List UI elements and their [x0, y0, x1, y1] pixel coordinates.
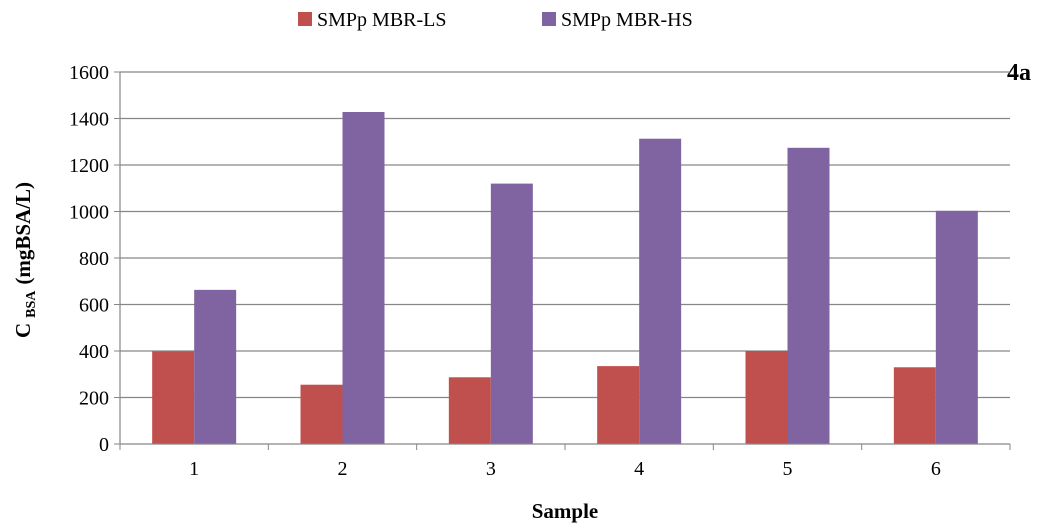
panel-label: 4a	[1007, 60, 1031, 86]
bars	[152, 111, 978, 445]
y-axis-title-subscript: BSA	[24, 290, 39, 318]
legend-label-ls: SMPp MBR-LS	[317, 9, 447, 31]
bar-hs-sample-2	[342, 111, 385, 445]
gridlines	[114, 71, 1010, 445]
x-tick-labels: 1 2 3 4 5 6	[189, 458, 941, 480]
x-axis-title: Sample	[532, 499, 599, 523]
bar-hs-sample-5	[787, 147, 830, 445]
bar-ls-sample-4	[597, 366, 640, 444]
bar-ls-sample-5	[745, 351, 788, 444]
axes	[119, 72, 1011, 450]
x-tick-label: 3	[486, 458, 496, 480]
bar-ls-sample-2	[300, 384, 343, 444]
y-axis-title-main: C	[11, 323, 35, 338]
bar-hs-sample-1	[194, 289, 237, 444]
y-tick-label: 600	[79, 295, 109, 317]
x-tick-label: 1	[189, 458, 199, 480]
legend: SMPp MBR-LS SMPp MBR-HS	[298, 9, 693, 31]
legend-swatch-ls	[298, 12, 312, 26]
bar-hs-sample-4	[639, 138, 682, 445]
legend-swatch-hs	[542, 12, 556, 26]
bar-ls-sample-6	[893, 367, 936, 444]
x-tick-label: 6	[931, 458, 941, 480]
y-tick-label: 1000	[69, 202, 109, 224]
bar-hs-sample-3	[490, 183, 533, 444]
y-tick-label: 200	[79, 388, 109, 410]
y-tick-label: 0	[99, 434, 109, 456]
bar-ls-sample-1	[152, 351, 195, 444]
y-axis-title: C BSA (mgBSA/L)	[11, 182, 39, 338]
y-tick-label: 800	[79, 248, 109, 270]
y-tick-label: 1200	[69, 155, 109, 177]
y-tick-label: 400	[79, 341, 109, 363]
y-tick-label: 1400	[69, 109, 109, 131]
x-tick-label: 4	[634, 458, 644, 480]
y-axis-title-unit: (mgBSA/L)	[11, 182, 35, 285]
y-tick-labels: 0 200 400 600 800 1000 1200 1400 1600	[69, 62, 109, 456]
y-tick-label: 1600	[69, 62, 109, 84]
x-tick-label: 2	[338, 458, 348, 480]
legend-label-hs: SMPp MBR-HS	[561, 9, 693, 31]
x-tick-label: 5	[783, 458, 793, 480]
bar-ls-sample-3	[448, 377, 491, 444]
bar-hs-sample-6	[935, 210, 978, 444]
